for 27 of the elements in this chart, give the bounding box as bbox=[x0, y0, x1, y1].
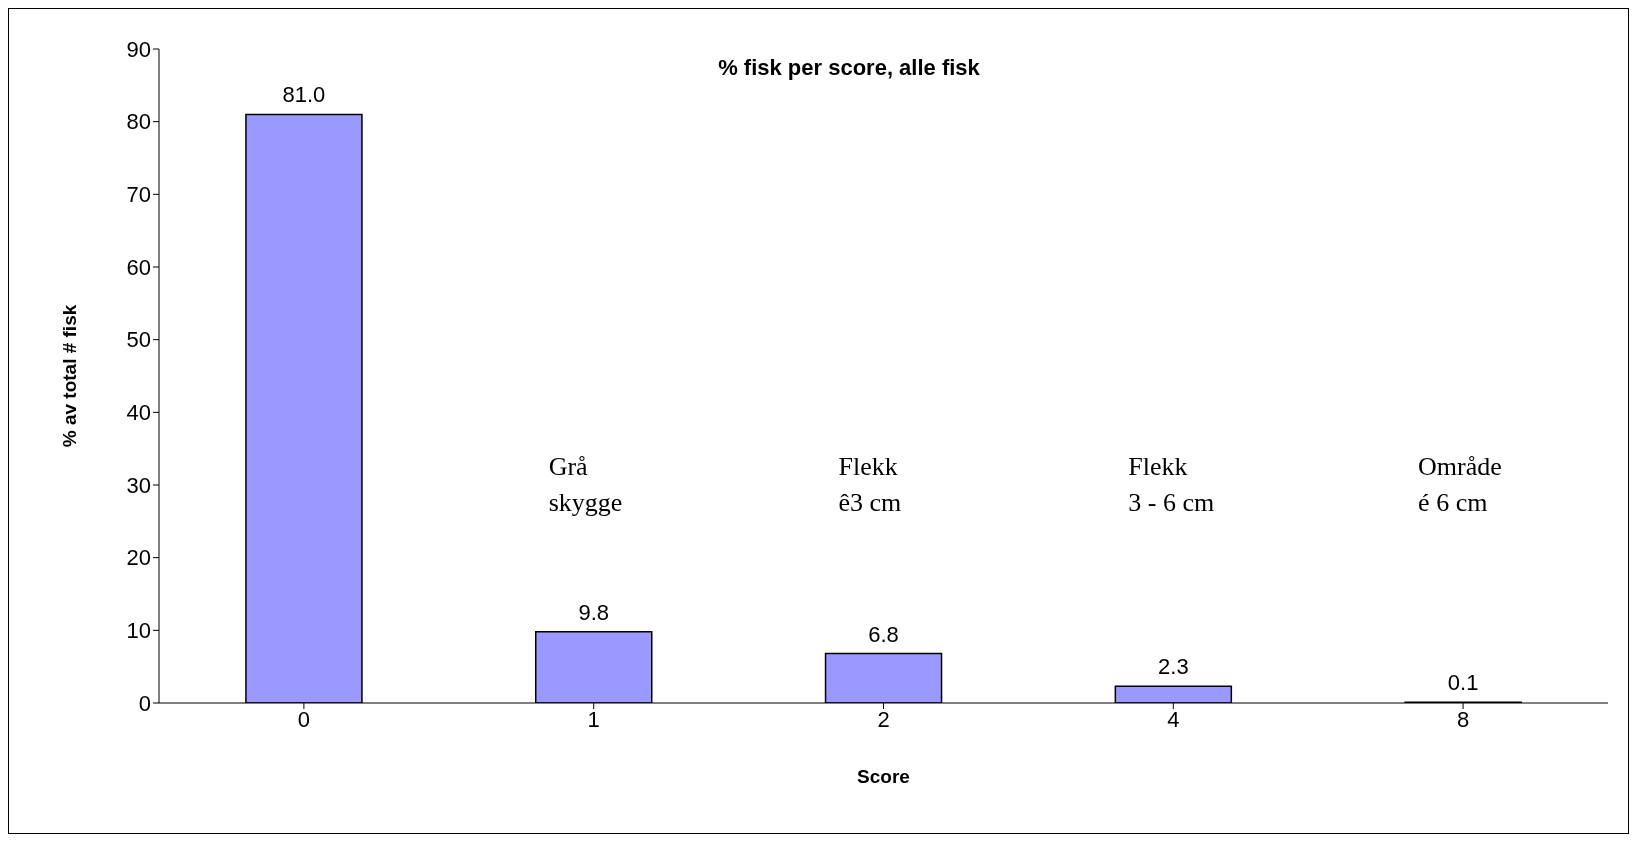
x-axis-title: Score bbox=[857, 766, 910, 787]
y-tick-label: 10 bbox=[126, 618, 151, 644]
annotation: Flekk ê3 cm bbox=[838, 451, 902, 519]
y-tick-label: 50 bbox=[126, 327, 151, 353]
x-tick-label: 1 bbox=[587, 706, 600, 732]
annotation: Område é 6 cm bbox=[1418, 451, 1502, 519]
y-tick-label: 80 bbox=[126, 109, 151, 135]
data-label: 6.8 bbox=[868, 621, 899, 647]
y-tick-label: 40 bbox=[126, 400, 151, 426]
x-tick-label: 0 bbox=[297, 706, 311, 732]
data-label: 9.8 bbox=[578, 599, 610, 625]
y-tick-label: 70 bbox=[126, 182, 151, 208]
y-tick-label: 90 bbox=[126, 36, 151, 62]
x-tick-label: 2 bbox=[877, 706, 890, 732]
data-label: 0.1 bbox=[1447, 670, 1479, 696]
y-tick-label: 20 bbox=[126, 545, 151, 571]
data-label: 2.3 bbox=[1158, 654, 1189, 680]
data-label: 81.0 bbox=[282, 82, 326, 108]
y-axis-title: % av total # fisk bbox=[58, 304, 80, 448]
x-tick-label: 4 bbox=[1167, 706, 1180, 732]
y-tick-label: 60 bbox=[126, 254, 151, 280]
y-tick-label: 30 bbox=[126, 472, 151, 498]
y-tick-label: 0 bbox=[138, 690, 151, 716]
chart-title: % fisk per score, alle fisk bbox=[717, 55, 981, 81]
x-tick-label: 8 bbox=[1456, 706, 1470, 732]
annotation: Grå skygge bbox=[548, 451, 623, 519]
annotation: Flekk 3 - 6 cm bbox=[1128, 451, 1215, 519]
